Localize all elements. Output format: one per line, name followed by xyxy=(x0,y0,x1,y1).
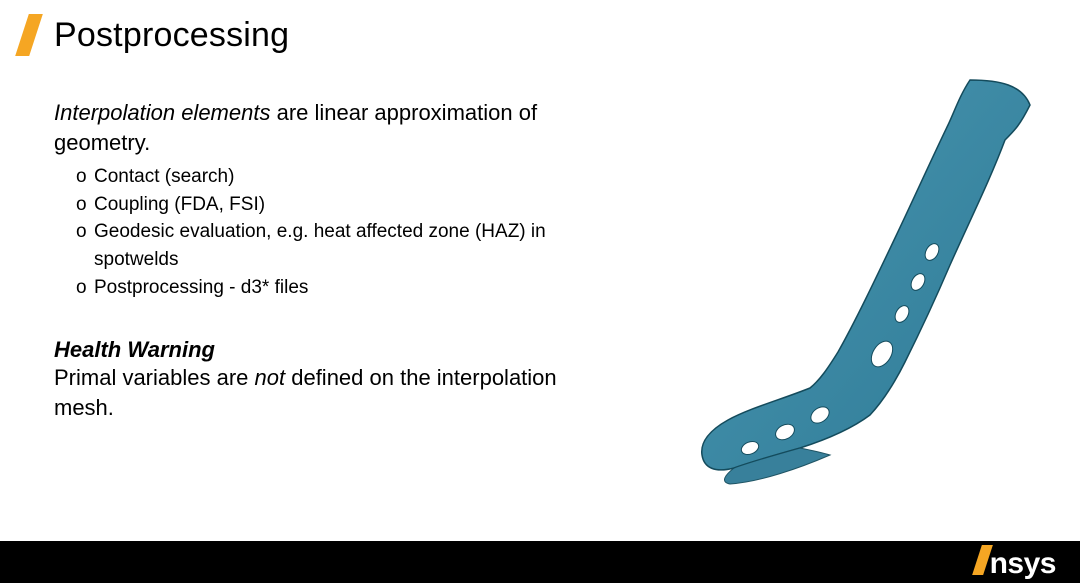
bullet-text: Postprocessing - d3* files xyxy=(94,274,308,302)
list-item: oGeodesic evaluation, e.g. heat affected… xyxy=(76,218,614,273)
list-item: oContact (search) xyxy=(76,163,614,191)
intro-text: Interpolation elements are linear approx… xyxy=(54,98,614,157)
bullet-text: Contact (search) xyxy=(94,163,234,191)
list-item: oCoupling (FDA, FSI) xyxy=(76,191,614,219)
bullet-marker: o xyxy=(76,218,94,273)
intro-emphasis: Interpolation elements xyxy=(54,100,270,125)
content-block: Interpolation elements are linear approx… xyxy=(54,98,614,422)
footer-bar xyxy=(0,541,1080,583)
part-body xyxy=(702,80,1030,470)
list-item: oPostprocessing - d3* files xyxy=(76,274,614,302)
bullet-marker: o xyxy=(76,163,94,191)
bullet-list: oContact (search) oCoupling (FDA, FSI) o… xyxy=(76,163,614,301)
health-warning-heading: Health Warning xyxy=(54,337,614,363)
health-warning-block: Health Warning Primal variables are not … xyxy=(54,337,614,422)
bullet-text: Coupling (FDA, FSI) xyxy=(94,191,265,219)
hw-text-em: not xyxy=(255,365,286,390)
brand-logo: nsys xyxy=(977,543,1056,577)
slide-title: Postprocessing xyxy=(54,16,289,55)
bullet-text: Geodesic evaluation, e.g. heat affected … xyxy=(94,218,614,273)
bullet-marker: o xyxy=(76,274,94,302)
part-render-illustration xyxy=(670,70,1060,490)
brand-name: nsys xyxy=(990,547,1056,581)
health-warning-text: Primal variables are not defined on the … xyxy=(54,363,614,422)
bullet-marker: o xyxy=(76,191,94,219)
slide: Postprocessing Interpolation elements ar… xyxy=(0,0,1080,583)
title-row: Postprocessing xyxy=(22,14,289,56)
title-accent-slash xyxy=(15,14,43,56)
hw-text-pre: Primal variables are xyxy=(54,365,255,390)
